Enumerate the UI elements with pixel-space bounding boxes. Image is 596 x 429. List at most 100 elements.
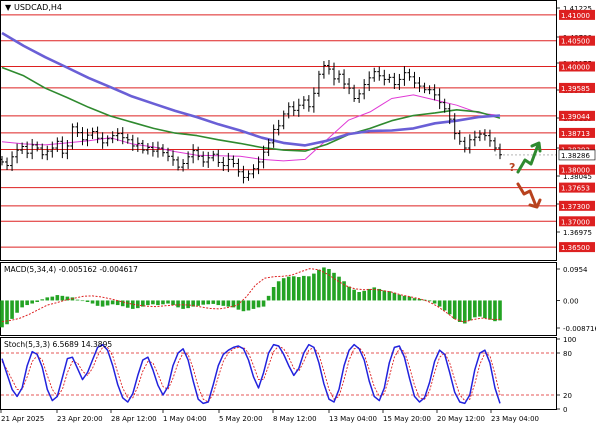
stoch-title: Stoch(5,3,3) 6.5689 14.3895 (4, 340, 112, 349)
macd-axis: 0.0954 0.00 -0.008716 (556, 266, 596, 333)
macd-bar (352, 289, 356, 301)
macd-bar (141, 300, 145, 307)
macd-bar (256, 300, 261, 308)
macd-signal-line (1, 268, 501, 323)
macd-bar (100, 300, 105, 307)
chart-title: USDCAD,H4 (14, 3, 62, 12)
level-tag-bg (559, 164, 595, 175)
macd-bar (483, 300, 487, 319)
stoch-axis: 100 80 20 0 (556, 336, 576, 414)
macd-bar (90, 300, 95, 304)
macd-bar (186, 300, 190, 309)
macd-bar (322, 267, 326, 301)
level-tag-label: 1.38000 (561, 167, 590, 175)
macd-bar (45, 297, 50, 301)
arrow-down-head-icon (528, 198, 542, 209)
macd-bar (462, 300, 467, 324)
time-axis-label: 23 Apr 20:00 (57, 415, 103, 423)
question-mark-label: ? (509, 161, 515, 174)
macd-bar (191, 300, 195, 307)
price-pane: 1.412251.407001.401751.396501.391251.385… (0, 0, 596, 261)
time-axis-label: 15 May 20:00 (383, 415, 431, 423)
macd-bar (15, 300, 19, 313)
macd-bar (0, 300, 4, 328)
macd-bar (498, 300, 502, 321)
macd-bar (437, 300, 442, 307)
level-tag-label: 1.37300 (561, 203, 590, 211)
macd-bar (171, 300, 175, 306)
price-axis-label: 1.36975 (563, 229, 592, 237)
macd-axis-label: 0.0954 (563, 266, 588, 274)
macd-bar (266, 295, 271, 301)
time-axis-label: 21 Apr 2025 (1, 415, 44, 423)
title-arrow-icon[interactable]: ▼ (5, 3, 12, 12)
level-tag-bg (559, 216, 595, 227)
level-tag-label: 1.39585 (561, 85, 590, 93)
macd-bar (65, 296, 70, 301)
level-tags: 1.41000 1.40500 1.40000 1.39585 1.39044 1.387… (558, 9, 596, 253)
level-tag-label: 1.41000 (561, 12, 590, 20)
macd-bar (468, 300, 472, 321)
ma-blue-line (1, 31, 501, 147)
macd-bar (251, 300, 256, 309)
macd-bar (402, 295, 407, 301)
macd-bar (478, 300, 482, 317)
macd-bar (493, 300, 497, 322)
macd-bar (156, 300, 160, 306)
current-price-label: 1.38286 (561, 152, 590, 160)
macd-bar (35, 300, 40, 302)
arrow-up-icon (516, 143, 540, 174)
macd-bar (246, 300, 251, 311)
level-tag-bg (559, 200, 595, 211)
macd-bar (372, 287, 377, 301)
level-tag-label: 1.36500 (561, 244, 590, 252)
time-axis-label: 1 May 04:00 (163, 415, 207, 423)
macd-bar (196, 300, 200, 306)
macd-bar (261, 300, 266, 307)
level-tag-bg (559, 127, 595, 138)
macd-bar (231, 300, 236, 308)
stoch-main-line (1, 343, 501, 405)
macd-bar (332, 272, 336, 301)
macd-bar (422, 299, 427, 301)
macd-bar (60, 295, 65, 301)
macd-bar (312, 273, 316, 301)
level-tag-bg (559, 61, 595, 72)
macd-bar (291, 276, 296, 301)
macd-bar (276, 281, 281, 301)
macd-bar (110, 300, 115, 305)
macd-bar (473, 300, 477, 318)
price-pane-frame (0, 0, 557, 261)
level-tag-label: 1.37653 (561, 185, 590, 193)
pane-title: ▼ USDCAD,H4 (5, 3, 62, 12)
macd-bar (307, 276, 311, 301)
macd-bar (115, 300, 120, 306)
macd-bar (302, 275, 306, 301)
macd-bar (10, 300, 14, 319)
macd-bar (226, 300, 231, 307)
macd-bar (216, 300, 221, 306)
macd-bar (357, 292, 361, 301)
macd-bar (241, 300, 246, 312)
macd-bar (392, 292, 397, 301)
level-tag-label: 1.40000 (561, 64, 590, 72)
macd-bar (236, 300, 241, 310)
macd-bar (432, 300, 437, 304)
level-tag-label: 1.40500 (561, 38, 590, 46)
macd-bar (130, 300, 135, 309)
macd-title: MACD(5,34,4) -0.005162 -0.004617 (4, 265, 138, 274)
macd-bar (161, 300, 165, 305)
macd-bar (417, 298, 422, 301)
macd-bar (136, 300, 140, 309)
macd-axis-label: 0.00 (563, 297, 579, 305)
macd-bar (407, 296, 412, 301)
stoch-levels (1, 352, 556, 396)
macd-bar (488, 300, 492, 320)
macd-bar (442, 300, 447, 311)
macd-bar (337, 276, 341, 301)
macd-axis-label: -0.008716 (563, 325, 596, 333)
level-tag-bg (559, 182, 595, 193)
macd-bar (367, 288, 372, 301)
macd-bar (146, 300, 150, 306)
